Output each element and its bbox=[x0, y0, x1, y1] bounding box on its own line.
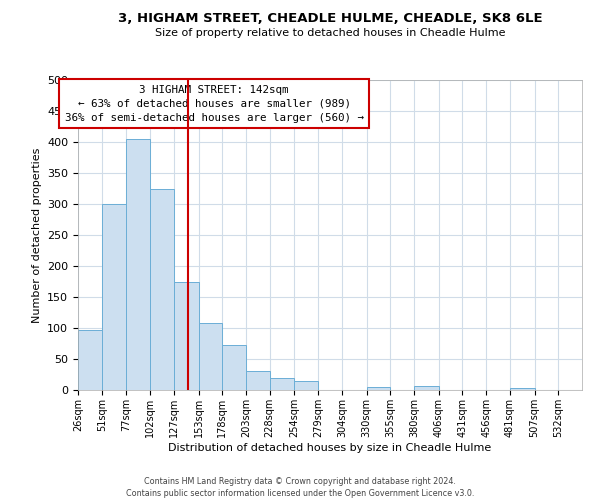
Bar bbox=[222, 346, 246, 390]
Text: Size of property relative to detached houses in Cheadle Hulme: Size of property relative to detached ho… bbox=[155, 28, 505, 38]
Text: Contains HM Land Registry data © Crown copyright and database right 2024.
Contai: Contains HM Land Registry data © Crown c… bbox=[126, 476, 474, 498]
X-axis label: Distribution of detached houses by size in Cheadle Hulme: Distribution of detached houses by size … bbox=[169, 442, 491, 452]
Bar bbox=[295, 380, 318, 390]
Text: 3 HIGHAM STREET: 142sqm
← 63% of detached houses are smaller (989)
36% of semi-d: 3 HIGHAM STREET: 142sqm ← 63% of detache… bbox=[65, 84, 364, 122]
Y-axis label: Number of detached properties: Number of detached properties bbox=[32, 148, 41, 322]
Bar bbox=[270, 378, 295, 390]
Text: 3, HIGHAM STREET, CHEADLE HULME, CHEADLE, SK8 6LE: 3, HIGHAM STREET, CHEADLE HULME, CHEADLE… bbox=[118, 12, 542, 26]
Bar bbox=[150, 188, 174, 390]
Bar bbox=[414, 386, 439, 390]
Bar bbox=[127, 139, 150, 390]
Bar bbox=[246, 372, 270, 390]
Bar bbox=[174, 282, 199, 390]
Bar bbox=[367, 387, 390, 390]
Bar bbox=[78, 330, 102, 390]
Bar bbox=[510, 388, 535, 390]
Bar bbox=[102, 204, 127, 390]
Bar bbox=[199, 323, 222, 390]
